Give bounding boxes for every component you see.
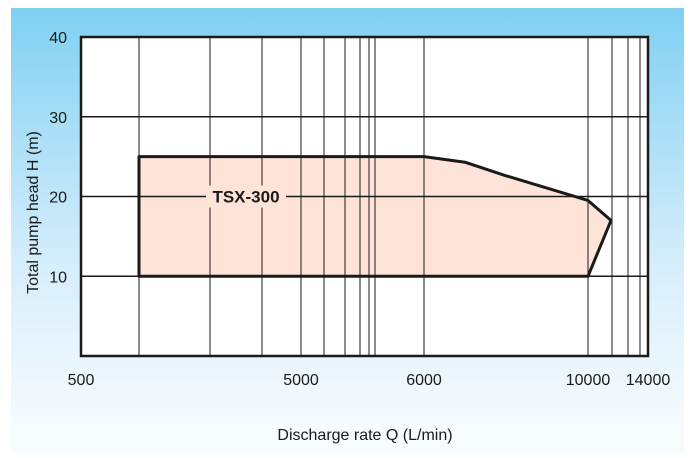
x-axis-title: Discharge rate Q (L/min)	[277, 427, 452, 444]
y-tick-label: 30	[49, 110, 67, 127]
y-tick-label: 40	[49, 30, 67, 47]
x-tick-label: 6000	[406, 372, 442, 389]
x-tick-label: 14000	[626, 372, 671, 389]
x-tick-label: 5000	[283, 372, 319, 389]
y-tick-label: 10	[49, 269, 67, 286]
x-tick-label: 10000	[566, 372, 611, 389]
pump-performance-chart: TSX-300 10 20 30 40 500 5000 6000 10000 14000 Disc…	[25, 30, 671, 444]
series-label: TSX-300	[212, 188, 279, 207]
chart-panel: TSX-300 10 20 30 40 500 5000 6000 10000 14000 Disc…	[11, 8, 684, 453]
series-line-tsx-300	[137, 155, 613, 278]
y-tick-label: 20	[49, 190, 67, 207]
x-tick-label: 500	[68, 372, 95, 389]
plot-frame	[79, 35, 650, 358]
y-axis-title: Total pump head H (m)	[25, 131, 42, 294]
series-label-background	[206, 185, 286, 208]
